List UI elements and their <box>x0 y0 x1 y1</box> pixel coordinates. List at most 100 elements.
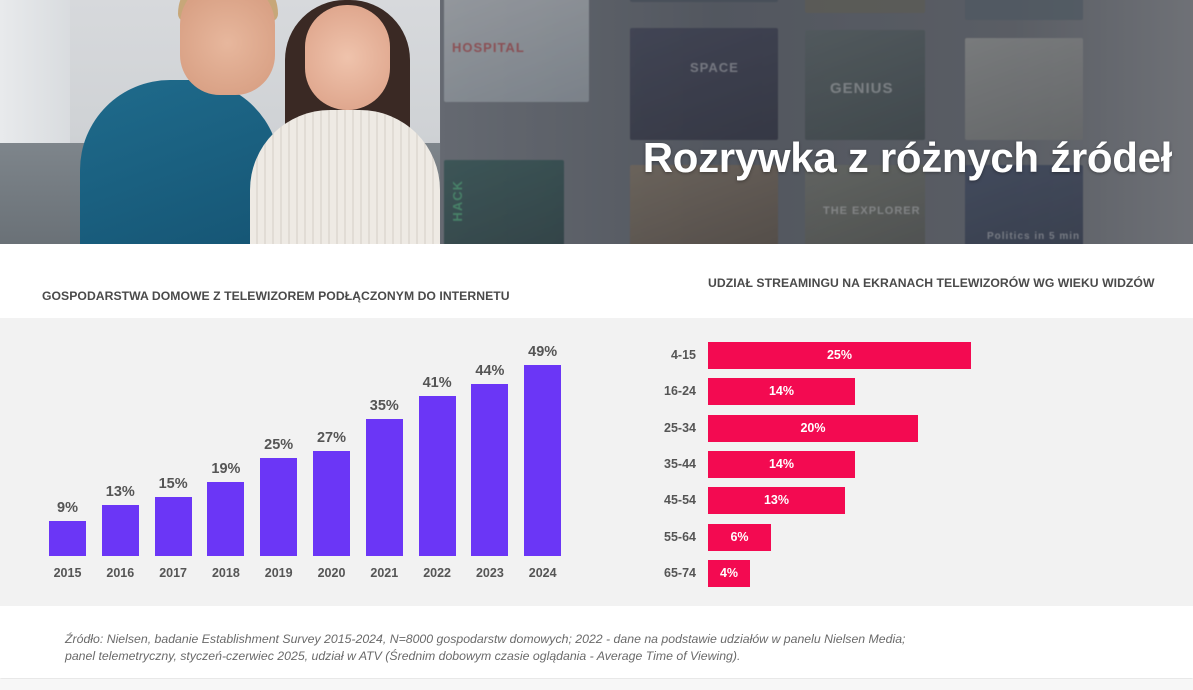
curtain-graphic <box>0 0 70 150</box>
x-axis-tick-label: 2018 <box>211 566 240 580</box>
y-axis-tick-label: 35-44 <box>664 457 696 471</box>
households-bar-chart: 9% 2015 13% 2016 15% 2017 19% 2018 25% 2019 27% 202… <box>0 318 600 606</box>
poster-top <box>965 0 1083 20</box>
source-note-line-2: panel telemetryczny, styczeń-czerwiec 20… <box>65 649 741 663</box>
bar <box>471 384 509 556</box>
x-axis-tick-label: 2024 <box>528 566 557 580</box>
bar-column: 15% 2017 <box>154 318 192 606</box>
poster-hospital: HOSPITAL <box>444 0 589 102</box>
bar <box>101 505 139 556</box>
charts-panel: 9% 2015 13% 2016 15% 2017 19% 2018 25% 2019 27% 202… <box>0 318 1193 606</box>
bar-value-label: 20% <box>800 421 826 435</box>
bar-value-label: 14% <box>768 384 795 398</box>
bar-value-label: 35% <box>369 398 399 414</box>
man-figure <box>80 80 280 244</box>
poster-space: SPACE <box>630 28 778 140</box>
poster-astronaut <box>965 38 1083 140</box>
poster-label: HOSPITAL <box>452 40 525 55</box>
bar-value-label: 44% <box>475 363 505 379</box>
age-group-row: 4-15 25% <box>640 342 1180 369</box>
bar-value-label: 15% <box>158 476 188 492</box>
age-group-row: 25-34 20% <box>640 415 1180 442</box>
bar <box>154 497 192 556</box>
bar-column: 27% 2020 <box>313 318 350 606</box>
bar <box>260 458 298 556</box>
bar-column: 41% 2022 <box>418 318 456 606</box>
bar-value-label: 13% <box>105 484 135 500</box>
bar-value-label: 4% <box>719 566 739 580</box>
bar <box>207 482 245 556</box>
poster-top <box>630 0 778 2</box>
y-axis-tick-label: 55-64 <box>664 530 696 544</box>
bar <box>313 451 350 556</box>
hero-banner: HOSPITAL HACK SPACE GENIUS THE EXPLORER … <box>0 0 1193 244</box>
poster-politics: Politics in 5 min <box>965 165 1083 244</box>
bar-value-label: 9% <box>57 500 78 516</box>
bar: 20% <box>708 415 918 442</box>
bar: 13% <box>708 487 845 514</box>
bar-value-label: 25% <box>826 348 853 362</box>
households-chart-title: GOSPODARSTWA DOMOWE Z TELEWIZOREM PODŁĄC… <box>42 289 510 303</box>
poster-label: SPACE <box>690 60 739 75</box>
bar: 14% <box>708 451 855 478</box>
poster-hack: HACK <box>444 160 564 244</box>
bar <box>418 396 456 556</box>
bar-value-label: 14% <box>768 457 795 471</box>
age-group-row: 35-44 14% <box>640 451 1180 478</box>
y-axis-tick-label: 45-54 <box>664 493 696 507</box>
banner-overlay <box>440 0 1193 244</box>
age-group-row: 55-64 6% <box>640 524 1180 551</box>
poster-label: Politics in 5 min <box>987 231 1081 242</box>
woman-figure <box>250 110 440 244</box>
bar-value-label: 27% <box>316 430 347 446</box>
x-axis-tick-label: 2019 <box>264 566 293 580</box>
source-footer: Źródło: Nielsen, badanie Establishment S… <box>0 606 1193 678</box>
bar-value-label: 6% <box>730 530 749 544</box>
bar <box>365 419 403 556</box>
bar <box>49 521 86 556</box>
source-note-line-1: Źródło: Nielsen, badanie Establishment S… <box>65 632 906 646</box>
x-axis-tick-label: 2020 <box>317 566 346 580</box>
poster-top <box>805 0 925 13</box>
streaming-share-chart-title: UDZIAŁ STREAMINGU NA EKRANACH TELEWIZORÓ… <box>708 276 1155 290</box>
bar: 6% <box>708 524 771 551</box>
poster-sand <box>630 165 778 244</box>
bar: 25% <box>708 342 971 369</box>
age-group-row: 65-74 4% <box>640 560 1180 587</box>
bottom-strip <box>0 679 1193 690</box>
poster-genius: GENIUS <box>805 30 925 140</box>
y-axis-tick-label: 65-74 <box>664 566 696 580</box>
bar-column: 35% 2021 <box>365 318 403 606</box>
bar-column: 13% 2016 <box>101 318 139 606</box>
page-title: Rozrywka z różnych źródeł <box>642 134 1173 181</box>
streaming-posters-wall: HOSPITAL HACK SPACE GENIUS THE EXPLORER … <box>440 0 1193 244</box>
poster-label: GENIUS <box>830 80 894 97</box>
x-axis-tick-label: 2015 <box>53 566 82 580</box>
bar-value-label: 25% <box>264 437 294 453</box>
bar-column: 25% 2019 <box>260 318 298 606</box>
bar: 4% <box>708 560 750 587</box>
y-axis-tick-label: 25-34 <box>664 421 696 435</box>
x-axis-tick-label: 2016 <box>106 566 135 580</box>
bar-column: 44% 2023 <box>471 318 509 606</box>
bar-value-label: 49% <box>528 344 558 360</box>
man-head-graphic <box>180 0 275 95</box>
bar-value-label: 41% <box>422 375 452 391</box>
bar-value-label: 13% <box>763 493 790 507</box>
bar-value-label: 19% <box>211 461 241 477</box>
bar <box>524 365 562 556</box>
poster-explorer: THE EXPLORER <box>805 165 925 244</box>
x-axis-tick-label: 2021 <box>370 566 399 580</box>
bar-column: 19% 2018 <box>207 318 245 606</box>
woman-head-graphic <box>305 5 390 110</box>
bar: 14% <box>708 378 855 405</box>
x-axis-tick-label: 2023 <box>475 566 504 580</box>
couple-photo <box>0 0 440 244</box>
y-axis-tick-label: 16-24 <box>664 384 696 398</box>
age-group-row: 16-24 14% <box>640 378 1180 405</box>
bar-column: 9% 2015 <box>49 318 86 606</box>
bar-column: 49% 2024 <box>524 318 562 606</box>
age-group-row: 45-54 13% <box>640 487 1180 514</box>
y-axis-tick-label: 4-15 <box>670 348 696 362</box>
x-axis-tick-label: 2022 <box>423 566 451 580</box>
